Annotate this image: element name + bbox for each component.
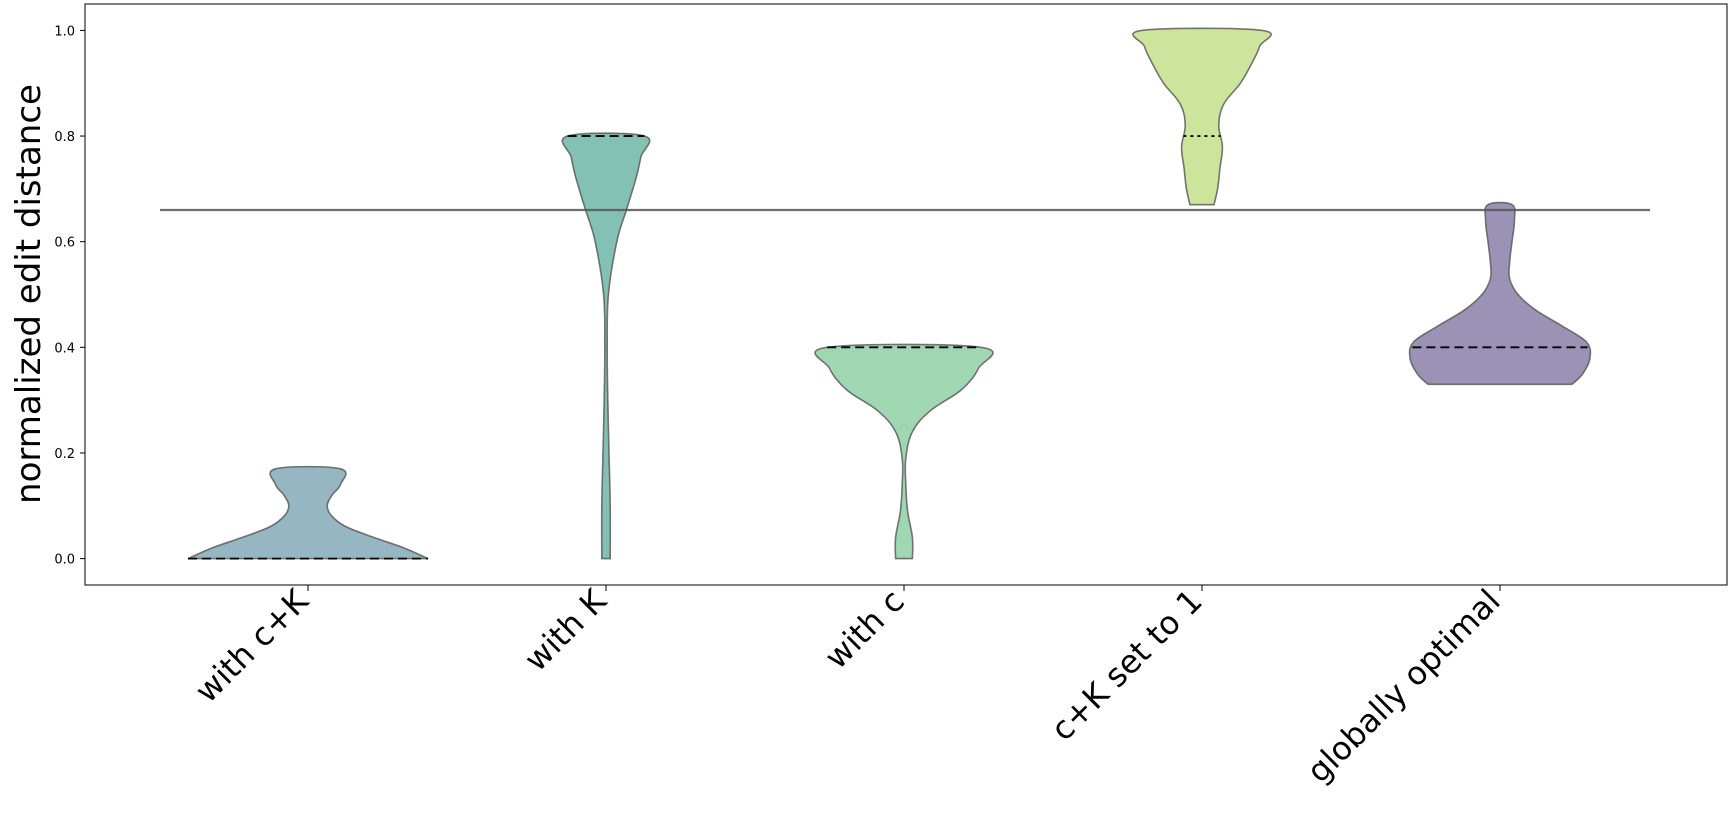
y-tick-label: 0.0 [54,553,75,568]
violin-body [814,343,994,560]
x-axis: with c+K with K with c c+K set to 1 globally… [187,581,1507,790]
violin-body [1408,201,1592,386]
y-tick-label: 0.6 [54,236,75,251]
y-axis-label: normalized edit distance [9,84,49,504]
violin-body [187,465,429,560]
y-tick-label: 0.4 [54,341,75,356]
x-tick-label: c+K set to 1 [1043,582,1209,748]
x-tick-label: globally optimal [1299,582,1507,790]
violin-body [561,132,651,560]
y-axis: 0.0 0.2 0.4 0.6 0.8 1.0 [54,24,85,568]
violin-body [1132,27,1272,206]
x-tick-label: with K [517,581,615,679]
x-tick-label: with c [817,582,912,677]
violin-group [187,27,1592,560]
x-tick-label: with c+K [187,581,316,710]
y-tick-label: 0.2 [54,447,75,462]
plot-area [84,3,1728,586]
y-tick-label: 0.8 [54,130,75,145]
y-tick-label: 1.0 [54,24,75,39]
